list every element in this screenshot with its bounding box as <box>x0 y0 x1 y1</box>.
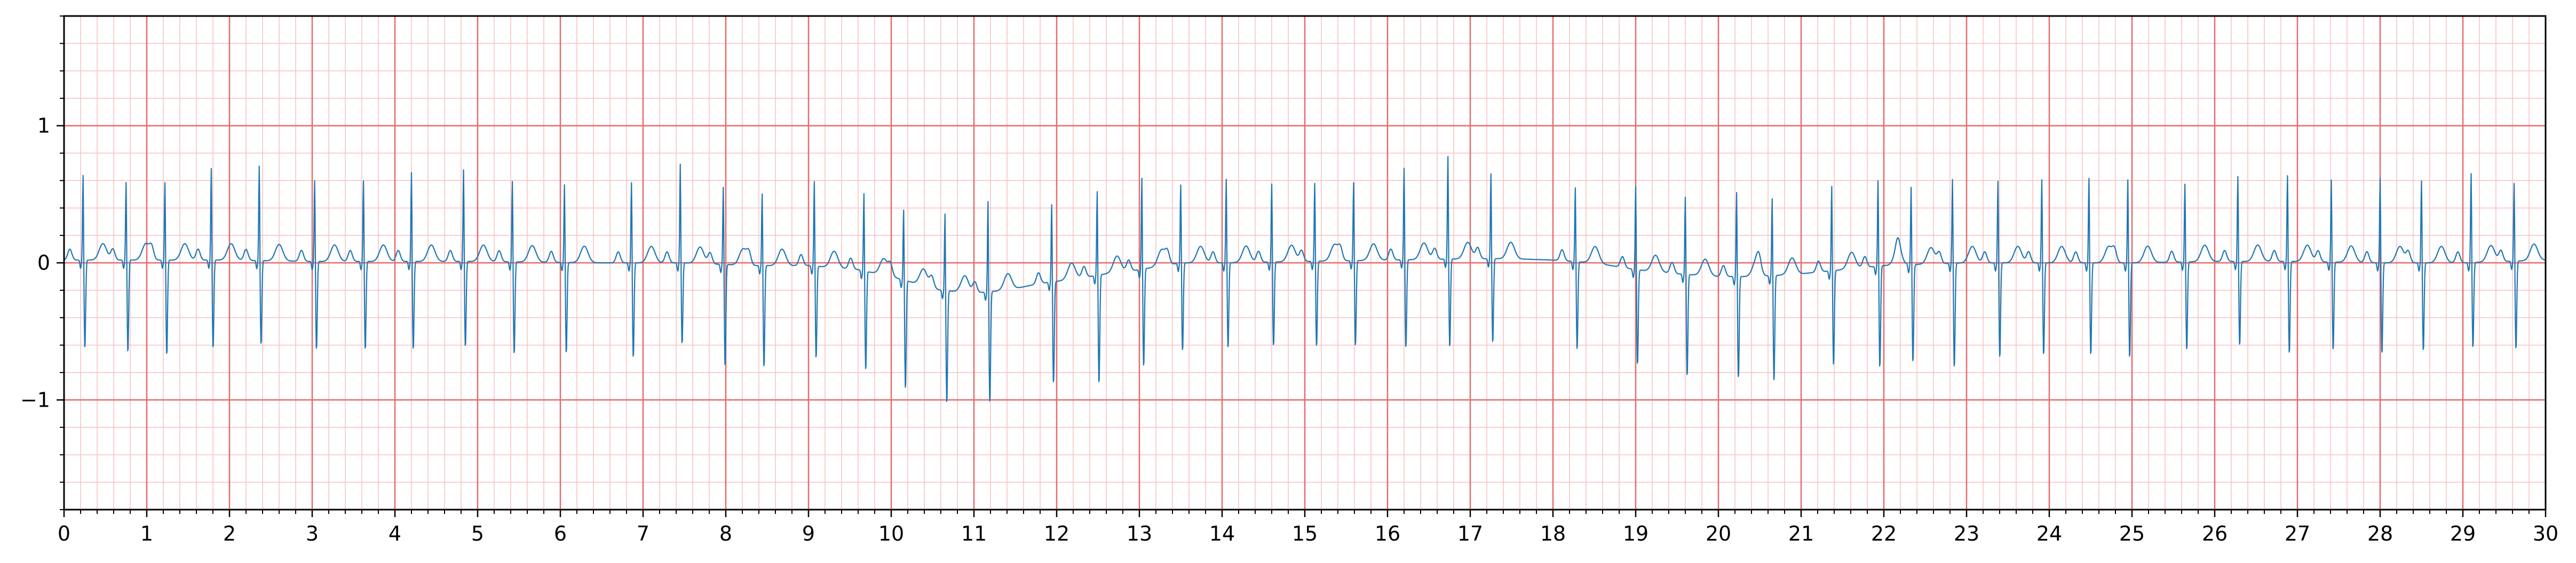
x-tick-label: 20 <box>1706 522 1731 545</box>
x-tick-label: 1 <box>140 522 153 545</box>
x-tick-label: 11 <box>961 522 987 545</box>
x-tick-label: 4 <box>389 522 401 545</box>
x-tick-label: 16 <box>1375 522 1400 545</box>
ecg-trace <box>64 156 2546 402</box>
x-tick-label: 30 <box>2533 522 2558 545</box>
x-tick-label: 22 <box>1871 522 1897 545</box>
x-tick-label: 3 <box>306 522 319 545</box>
x-tick-label: 8 <box>719 522 732 545</box>
x-tick-label: 29 <box>2450 522 2476 545</box>
x-tick-label: 23 <box>1954 522 1979 545</box>
x-tick-label: 19 <box>1623 522 1648 545</box>
x-tick-label: 28 <box>2367 522 2393 545</box>
x-tick-label: 27 <box>2285 522 2310 545</box>
x-tick-label: 9 <box>802 522 815 545</box>
y-axis: −1 0 1 <box>20 15 64 510</box>
x-tick-label: 26 <box>2202 522 2228 545</box>
x-tick-label: 18 <box>1540 522 1566 545</box>
x-tick-label: 6 <box>554 522 567 545</box>
x-tick-label: 12 <box>1044 522 1069 545</box>
plot-area <box>63 15 2547 511</box>
x-tick-label: 21 <box>1788 522 1814 545</box>
y-tick-label: −1 <box>20 388 50 411</box>
x-tick-label: 0 <box>58 522 70 545</box>
y-tick-label: 1 <box>37 114 50 138</box>
x-tick-label: 25 <box>2119 522 2145 545</box>
x-tick-label: 17 <box>1457 522 1483 545</box>
x-tick-label: 2 <box>223 522 236 545</box>
x-tick-label: 10 <box>878 522 904 545</box>
x-tick-label: 24 <box>2036 522 2062 545</box>
x-tick-label: 14 <box>1209 522 1235 545</box>
x-tick-label: 15 <box>1292 522 1318 545</box>
x-tick-label: 7 <box>637 522 649 545</box>
x-tick-label: 5 <box>471 522 484 545</box>
x-axis: 0 1 2 3 4 5 6 7 8 9 10 11 12 13 14 15 16 17 18 19 20 21 22 23 24… <box>58 510 2558 545</box>
y-tick-label: 0 <box>37 251 50 275</box>
ecg-signal-line <box>64 156 2546 402</box>
x-tick-label: 13 <box>1127 522 1152 545</box>
